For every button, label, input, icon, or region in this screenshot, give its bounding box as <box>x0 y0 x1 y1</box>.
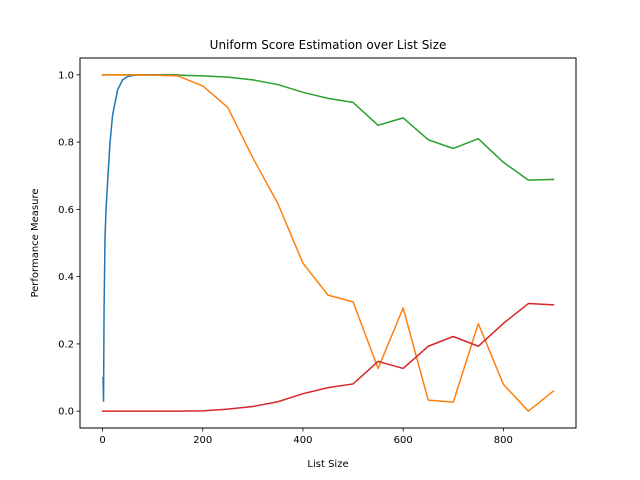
chart-title: Uniform Score Estimation over List Size <box>210 38 447 52</box>
x-tick-label: 400 <box>293 435 312 446</box>
y-axis-label: Performance Measure <box>30 188 41 297</box>
x-tick-label: 800 <box>494 435 513 446</box>
series-layer <box>101 74 555 412</box>
y-tick-label: 1.0 <box>58 70 74 81</box>
series-line-3 <box>101 74 555 412</box>
series-line-4 <box>101 302 555 412</box>
y-tick-label: 0.4 <box>58 272 74 283</box>
x-tick-label: 0 <box>99 435 105 446</box>
x-axis-label: List Size <box>307 459 348 470</box>
axes-border <box>79 57 577 429</box>
y-tick-label: 0.8 <box>58 138 74 149</box>
y-tick-label: 0.2 <box>58 339 74 350</box>
y-axis: 0.0 0.2 0.4 0.6 0.8 1.0 <box>58 70 80 418</box>
axes-frame <box>79 57 577 429</box>
x-tick-label: 600 <box>394 435 413 446</box>
x-axis: 0 200 400 600 800 <box>99 428 513 446</box>
y-tick-label: 0.0 <box>58 407 74 418</box>
axes-background <box>80 58 576 428</box>
y-tick-label: 0.6 <box>58 205 74 216</box>
x-tick-label: 200 <box>193 435 212 446</box>
plot-area <box>80 58 576 428</box>
